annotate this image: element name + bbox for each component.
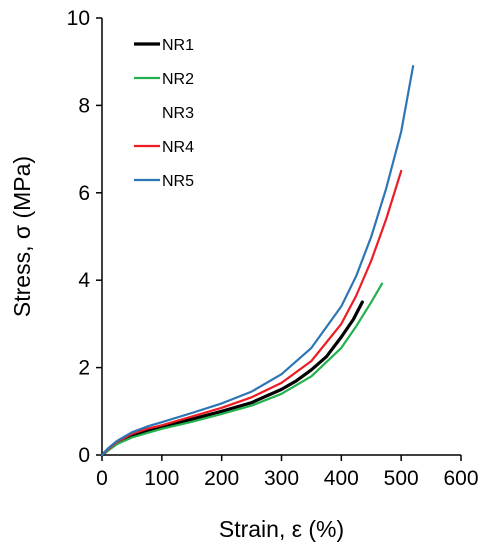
x-tick-label: 400 bbox=[324, 467, 359, 490]
x-tick-label: 0 bbox=[96, 467, 108, 490]
y-tick-label: 6 bbox=[78, 182, 90, 205]
y-axis-ticks: 0 2 4 6 8 10 bbox=[67, 7, 102, 467]
series-line-nr1 bbox=[102, 302, 362, 455]
y-tick-label: 4 bbox=[78, 269, 90, 292]
x-axis-label: Strain, ε (%) bbox=[219, 516, 344, 542]
legend-label-nr1: NR1 bbox=[162, 37, 194, 54]
legend-label-nr5: NR5 bbox=[162, 173, 194, 190]
x-tick-label: 100 bbox=[144, 467, 179, 490]
y-tick-label: 0 bbox=[78, 444, 90, 467]
y-tick-label: 10 bbox=[67, 7, 90, 30]
plot-area: 0 100 200 300 400 500 600 0 2 4 6 8 10 NR1 NR2 NR3 NR4… bbox=[67, 7, 479, 490]
series-line-nr5 bbox=[102, 66, 413, 455]
x-tick-label: 600 bbox=[443, 467, 478, 490]
y-axis-label: Stress, σ (MPa) bbox=[9, 156, 35, 317]
y-tick-label: 8 bbox=[78, 94, 90, 117]
series-layer bbox=[102, 66, 413, 455]
x-tick-label: 300 bbox=[264, 467, 299, 490]
x-tick-label: 200 bbox=[204, 467, 239, 490]
x-axis-ticks: 0 100 200 300 400 500 600 bbox=[96, 455, 478, 490]
y-tick-label: 2 bbox=[78, 357, 90, 380]
legend-label-nr3: NR3 bbox=[162, 105, 194, 122]
legend-label-nr2: NR2 bbox=[162, 71, 194, 88]
x-tick-label: 500 bbox=[384, 467, 419, 490]
legend-label-nr4: NR4 bbox=[162, 139, 194, 156]
legend: NR1 NR2 NR3 NR4 NR5 bbox=[134, 37, 194, 190]
